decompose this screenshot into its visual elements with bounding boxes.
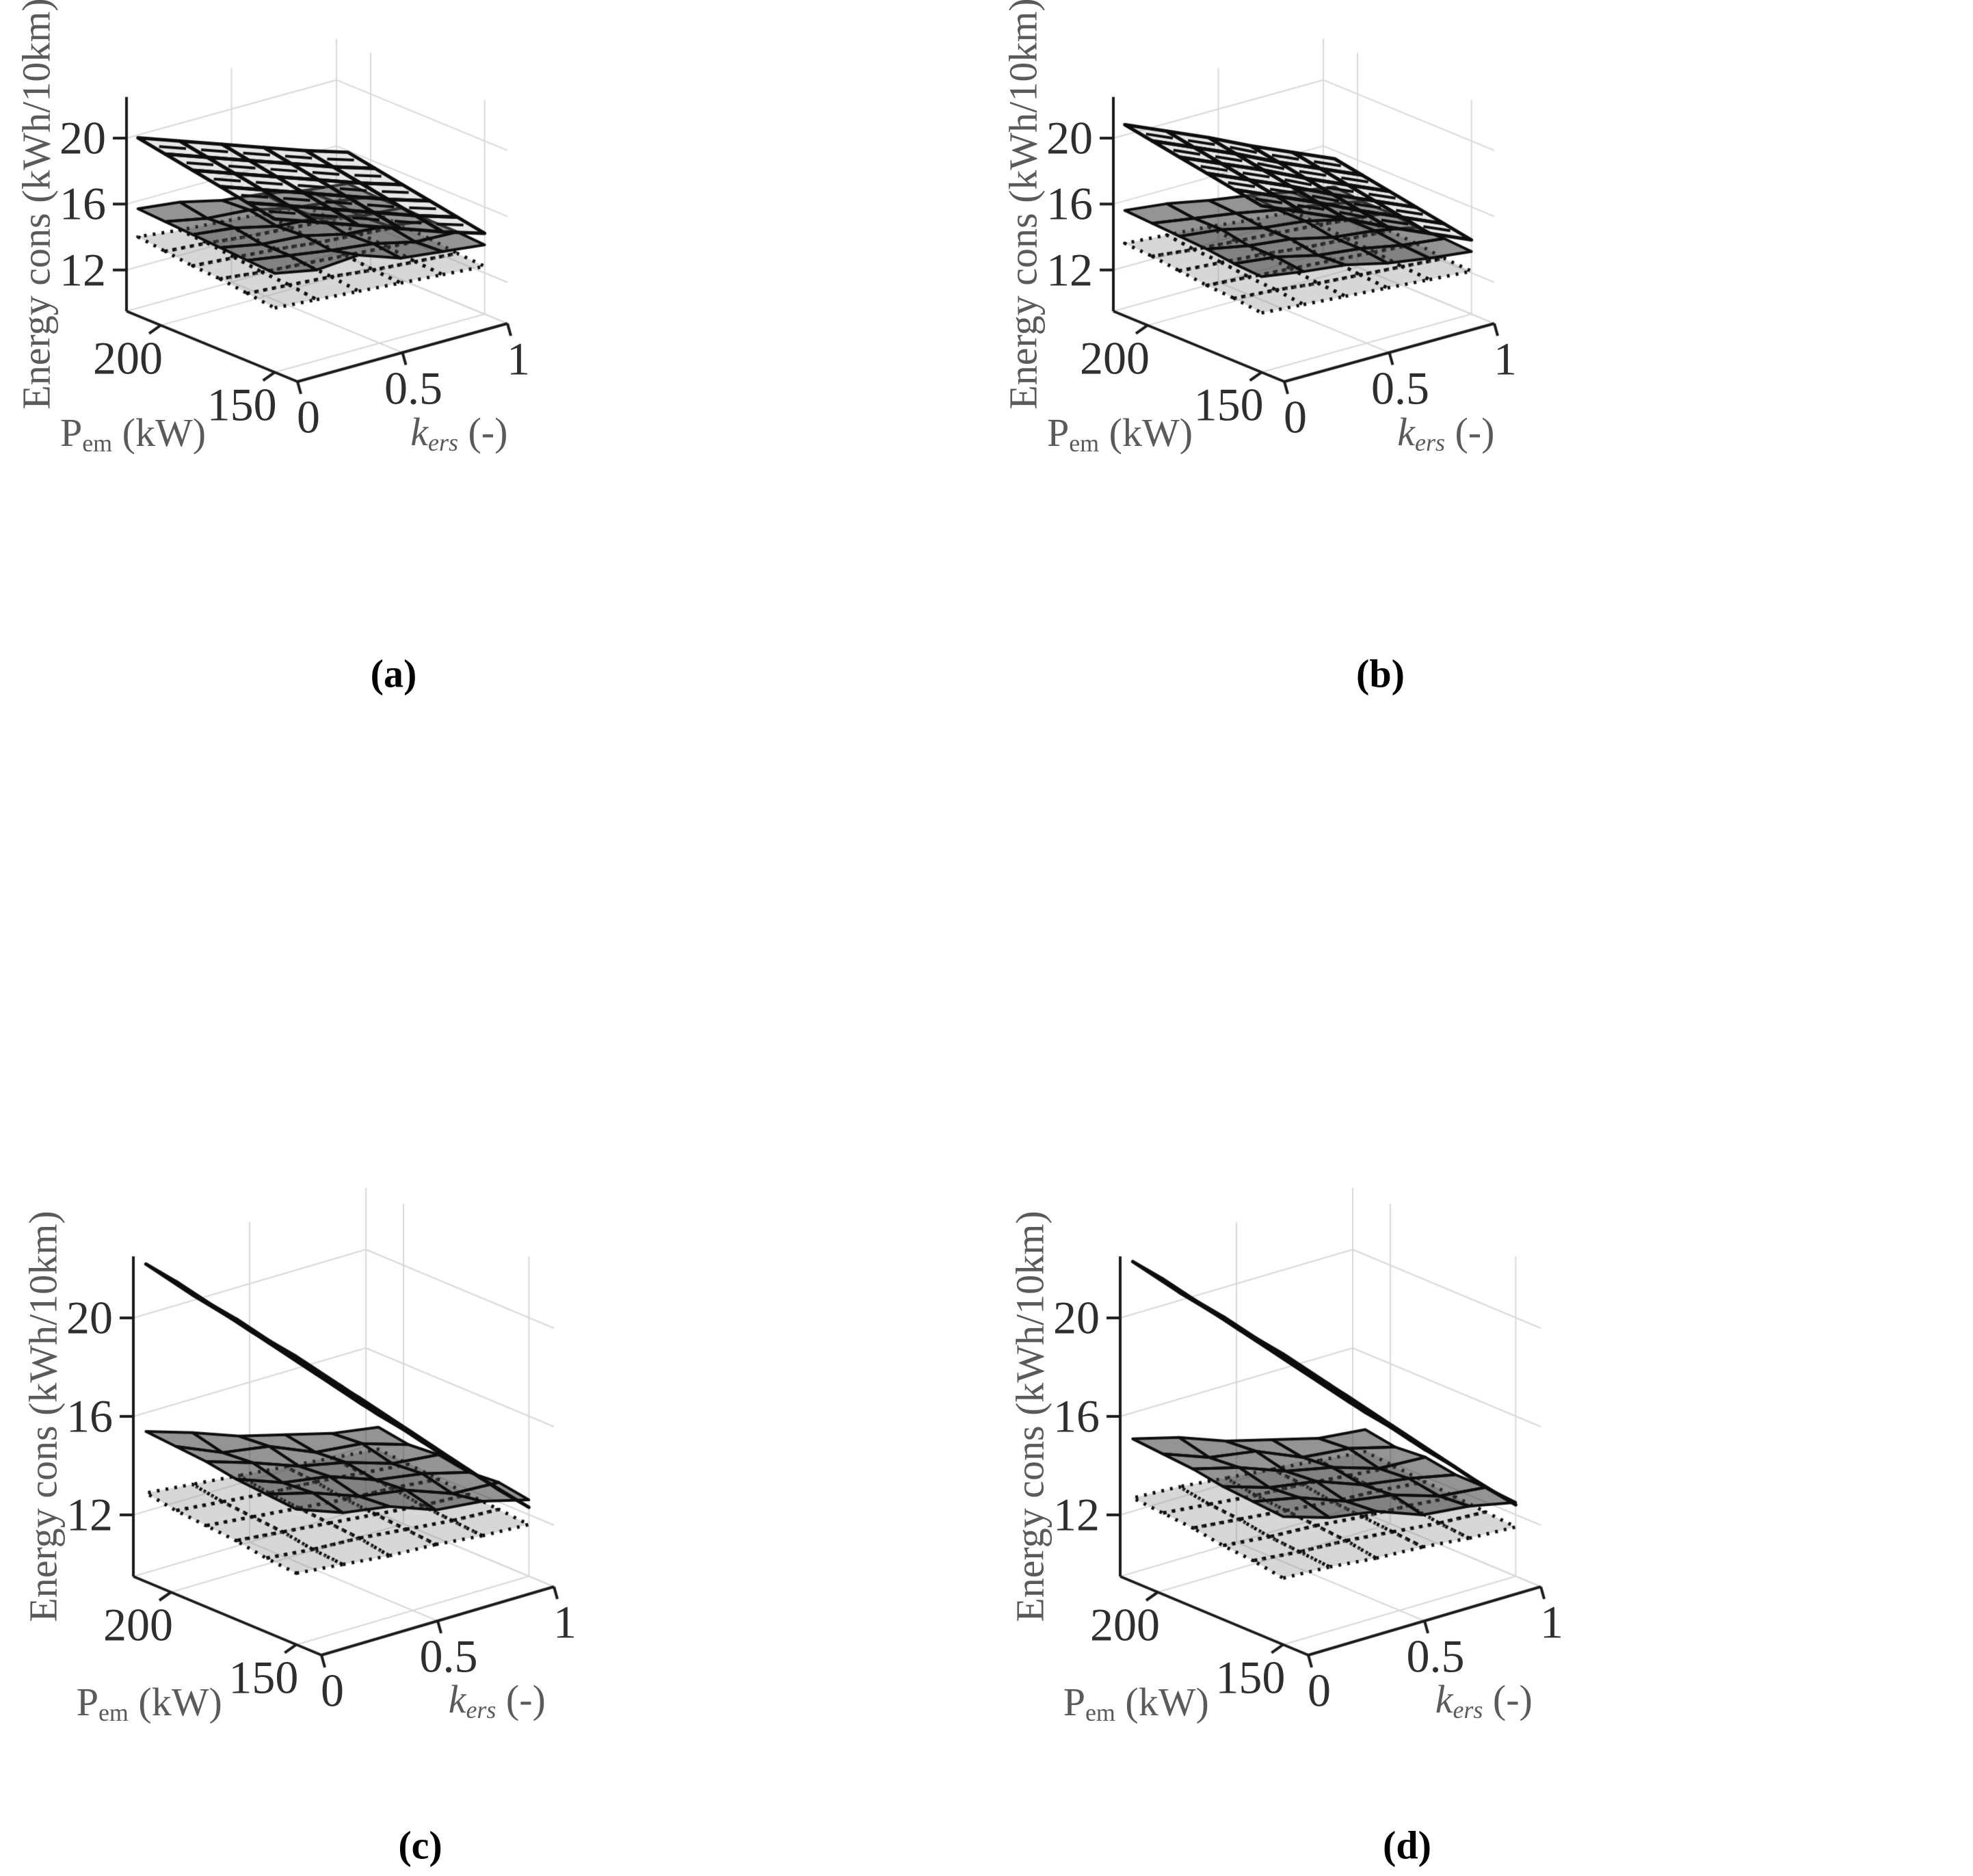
z-tick-label-20: 20 (59, 111, 106, 164)
y-axis-unit: (kW) (128, 1680, 222, 1725)
x-axis-unit: (-) (1483, 1677, 1533, 1722)
y-axis-symbol: P (1063, 1680, 1085, 1725)
x-axis-symbol: k (410, 410, 428, 455)
x-tick-label-05: 0.5 (1371, 362, 1429, 414)
z-tick-label-12: 12 (1046, 243, 1093, 296)
y-tick-label-150: 150 (207, 378, 277, 431)
x-axis-label: kers (-) (1435, 1676, 1533, 1724)
surface-plot-canvas-a (0, 0, 986, 728)
z-tick-label-20: 20 (66, 1291, 113, 1344)
z-tick-label-12: 12 (66, 1488, 113, 1541)
x-axis-subscript: ers (1415, 429, 1445, 457)
z-tick-label-16: 16 (66, 1390, 113, 1442)
y-tick-label-150: 150 (1215, 1651, 1286, 1704)
x-axis-label: kers (-) (1397, 410, 1494, 458)
y-tick-label-150: 150 (228, 1651, 299, 1704)
x-tick-label-1: 1 (1494, 332, 1517, 385)
x-tick-label-05: 0.5 (384, 362, 442, 414)
x-tick-label-05: 0.5 (419, 1630, 478, 1682)
subplot-a: Energy cons (kWh/10km) 12 16 20 0 0.5 1 … (0, 0, 986, 728)
x-tick-label-1: 1 (553, 1596, 577, 1648)
x-tick-label-0: 0 (1308, 1664, 1331, 1717)
y-axis-unit: (kW) (112, 410, 207, 455)
z-tick-label-16: 16 (59, 177, 106, 230)
y-tick-label-150: 150 (1193, 378, 1264, 431)
y-tick-label-200: 200 (93, 332, 163, 384)
y-tick-label-200: 200 (103, 1598, 173, 1651)
x-axis-subscript: ers (1453, 1695, 1483, 1723)
z-tick-label-12: 12 (1053, 1488, 1100, 1541)
y-axis-subscript: em (1069, 429, 1100, 457)
x-axis-subscript: ers (428, 429, 458, 457)
x-axis-label: kers (-) (449, 1676, 546, 1724)
subplot-d: Energy cons (kWh/10km) 12 16 20 0 0.5 1 … (987, 889, 1973, 1876)
x-axis-symbol: k (1435, 1677, 1453, 1722)
subplot-caption-a: (a) (370, 651, 417, 696)
z-tick-label-20: 20 (1046, 111, 1093, 164)
y-axis-label: Pem (kW) (60, 410, 206, 458)
y-tick-label-200: 200 (1080, 332, 1150, 384)
z-axis-label: Energy cons (kWh/10km) (1001, 0, 1046, 410)
y-tick-label-200: 200 (1090, 1598, 1160, 1651)
y-axis-label: Pem (kW) (77, 1679, 222, 1727)
subplot-b: Energy cons (kWh/10km) 12 16 20 0 0.5 1 … (987, 0, 1973, 728)
x-tick-label-0: 0 (1284, 391, 1307, 443)
z-axis-label: Energy cons (kWh/10km) (14, 0, 59, 410)
y-axis-subscript: em (1085, 1699, 1115, 1727)
x-axis-unit: (-) (458, 410, 508, 455)
y-axis-label: Pem (kW) (1063, 1679, 1209, 1727)
subplot-caption-b: (b) (1356, 651, 1405, 696)
z-tick-label-12: 12 (59, 243, 106, 296)
x-tick-label-1: 1 (507, 332, 530, 385)
y-axis-unit: (kW) (1099, 410, 1193, 455)
x-axis-subscript: ers (466, 1695, 496, 1723)
x-tick-label-1: 1 (1540, 1596, 1563, 1648)
x-tick-label-0: 0 (297, 391, 320, 443)
z-tick-label-16: 16 (1053, 1390, 1100, 1442)
x-axis-label: kers (-) (410, 410, 507, 458)
z-tick-label-16: 16 (1046, 177, 1093, 230)
x-axis-unit: (-) (1444, 410, 1495, 455)
y-axis-subscript: em (98, 1699, 129, 1727)
z-tick-label-20: 20 (1053, 1291, 1100, 1344)
surface-plot-canvas-c (0, 889, 986, 1876)
subplot-c: Energy cons (kWh/10km) 12 16 20 0 0.5 1 … (0, 889, 986, 1876)
surface-plot-canvas-d (987, 889, 1973, 1876)
x-tick-label-0: 0 (321, 1664, 344, 1717)
y-axis-unit: (kW) (1115, 1680, 1209, 1725)
subplot-caption-c: (c) (398, 1823, 442, 1868)
z-axis-label: Energy cons (kWh/10km) (21, 1211, 66, 1622)
x-axis-symbol: k (448, 1677, 466, 1722)
surface-plot-canvas-b (987, 0, 1973, 728)
z-axis-label: Energy cons (kWh/10km) (1007, 1211, 1052, 1622)
x-tick-label-05: 0.5 (1406, 1630, 1465, 1682)
x-axis-unit: (-) (496, 1677, 546, 1722)
y-axis-symbol: P (76, 1680, 98, 1725)
y-axis-label: Pem (kW) (1047, 410, 1193, 458)
subplot-caption-d: (d) (1383, 1823, 1431, 1868)
y-axis-subscript: em (82, 429, 113, 457)
y-axis-symbol: P (1046, 410, 1070, 455)
x-axis-symbol: k (1397, 410, 1415, 455)
y-axis-symbol: P (59, 410, 83, 455)
